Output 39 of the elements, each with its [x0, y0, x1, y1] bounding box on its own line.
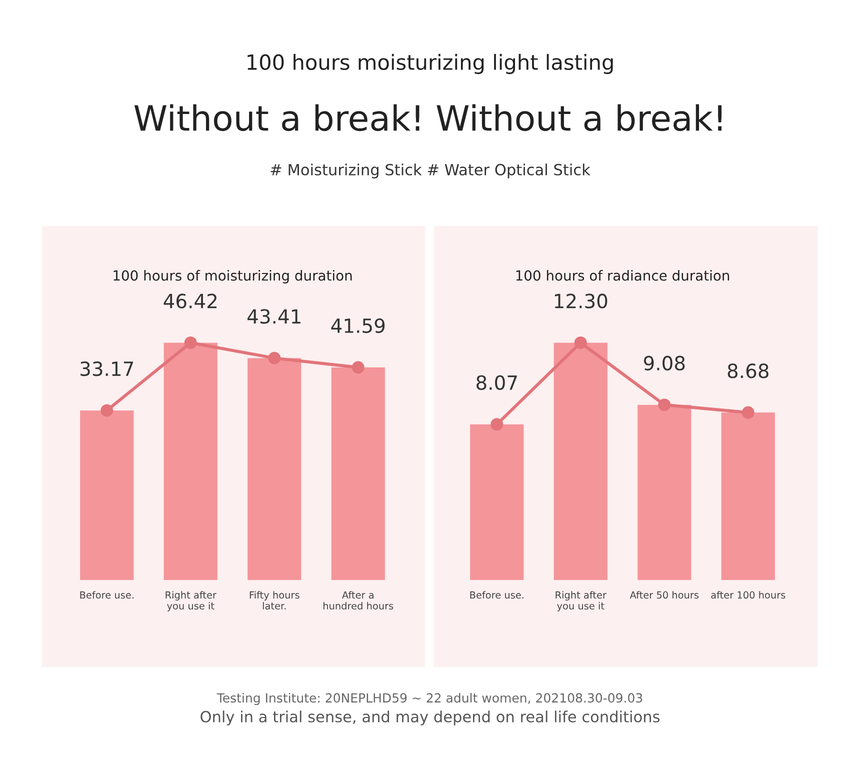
x-tick-label: Fifty hours later. — [250, 591, 300, 610]
point — [490, 418, 504, 431]
point — [574, 336, 587, 349]
bar — [80, 410, 134, 580]
point — [352, 361, 364, 374]
x-tick-label: Right after you use it — [556, 591, 606, 612]
data-label: 8.07 — [476, 375, 517, 390]
text: Only in a trial sense, and may depend on real life conditions — [200, 710, 660, 726]
x-tick-label: Before use. — [470, 591, 524, 599]
x-tick-label: Before use. — [80, 591, 134, 599]
bar — [554, 342, 608, 580]
chart-title: 100 hours of radiance duration — [516, 270, 730, 281]
data-label: 12.30 — [554, 294, 608, 308]
point — [268, 352, 281, 364]
point — [658, 398, 671, 412]
data-label: 9.08 — [644, 356, 685, 371]
bar — [638, 404, 692, 580]
text: 100 hours moisturizing light lasting — [248, 54, 613, 74]
data-label: 8.68 — [728, 364, 768, 378]
bar — [721, 412, 775, 580]
data-label: 43.41 — [247, 309, 300, 324]
data-label: 33.17 — [80, 361, 134, 376]
data-label: 41.59 — [331, 318, 385, 334]
data-label: 46.42 — [164, 294, 217, 308]
text: Without a break! Without a break! — [134, 104, 722, 132]
x-tick-label: Right after you use it — [166, 591, 216, 612]
point — [742, 406, 754, 419]
bar — [470, 424, 524, 580]
bar — [248, 358, 302, 580]
text: # Moisturizing Stick # Water Optical Stick — [270, 164, 590, 178]
x-tick-label: after 100 hours — [711, 591, 786, 599]
bar — [164, 342, 218, 580]
x-tick-label: After 50 hours — [630, 591, 699, 599]
chart-title: 100 hours of moisturizing duration — [114, 270, 352, 284]
point — [184, 336, 197, 349]
x-tick-label: After a hundred hours — [324, 591, 394, 610]
point — [100, 404, 114, 417]
bar — [331, 367, 385, 580]
text: Testing Institute: 20NEPLHD59 ~ 22 adult women, 202108.30-09.03 — [216, 692, 642, 706]
